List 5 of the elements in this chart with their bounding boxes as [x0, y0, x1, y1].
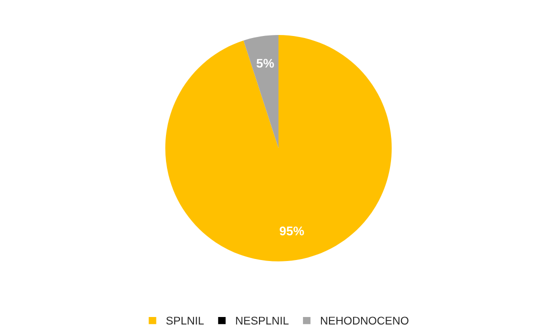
legend-label: NESPLNIL — [236, 316, 289, 325]
legend-label: NEHODNOCENO — [320, 316, 408, 325]
legend-label: SPLNIL — [166, 316, 204, 325]
data-label: 95% — [280, 226, 304, 236]
data-label: 5% — [256, 58, 274, 68]
